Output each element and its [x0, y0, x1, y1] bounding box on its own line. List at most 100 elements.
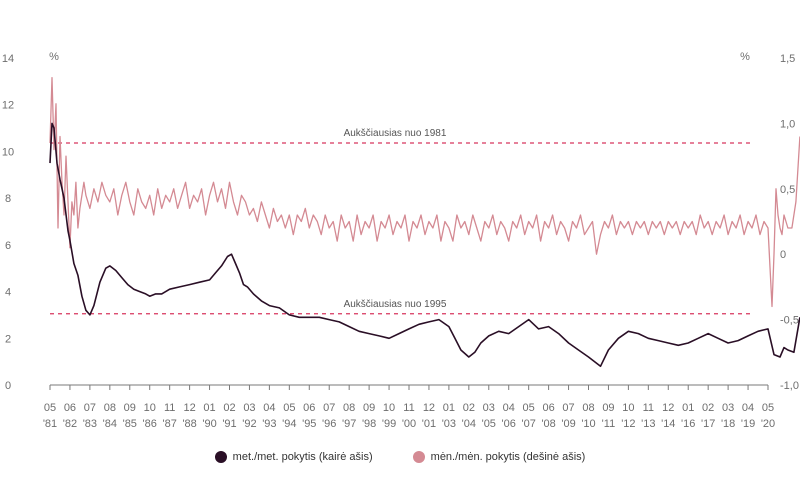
- legend-dot-yoy: [214, 451, 227, 463]
- x-tick-label-bottom: '01: [422, 418, 436, 430]
- series-line-mom: [49, 76, 800, 308]
- legend-label-yoy: met./met. pokytis (kairė ašis): [232, 451, 373, 463]
- x-tick-label-bottom: '11: [602, 418, 616, 430]
- left-tick-label: 4: [5, 287, 11, 299]
- x-tick-label-bottom: '14: [661, 418, 675, 430]
- x-tick-label-top: 06: [542, 402, 554, 414]
- x-tick-label-top: 12: [183, 402, 195, 414]
- right-tick-label: 0: [780, 249, 786, 261]
- x-tick-label-bottom: '88: [182, 418, 196, 430]
- x-tick-label-bottom: '09: [561, 418, 575, 430]
- x-tick-label-top: 10: [144, 402, 156, 414]
- x-tick-label-top: 08: [582, 402, 594, 414]
- left-tick-label: 8: [5, 193, 11, 205]
- x-tick-label-top: 04: [742, 402, 754, 414]
- x-tick-label-bottom: '05: [482, 418, 496, 430]
- left-tick-label: 0: [5, 380, 11, 392]
- x-tick-label-bottom: '98: [362, 418, 376, 430]
- right-tick-label: 1,0: [780, 118, 795, 130]
- series-line-yoy: [49, 122, 800, 368]
- x-tick-label-top: 07: [562, 402, 574, 414]
- x-tick-label-top: 01: [443, 402, 455, 414]
- x-tick-label-top: 05: [44, 402, 56, 414]
- x-tick-label-bottom: '17: [701, 418, 715, 430]
- x-tick-label-top: 06: [303, 402, 315, 414]
- x-tick-label-bottom: '91: [222, 418, 236, 430]
- legend-item-yoy: met./met. pokytis (kairė ašis): [214, 451, 373, 463]
- x-tick-label-top: 11: [643, 402, 654, 414]
- x-tick-label-top: 09: [124, 402, 136, 414]
- x-tick-label-top: 05: [762, 402, 774, 414]
- left-tick-label: 14: [2, 53, 14, 65]
- x-tick-label-bottom: '07: [521, 418, 535, 430]
- x-tick-label-top: 02: [223, 402, 235, 414]
- right-tick-label: 0,5: [780, 184, 795, 196]
- x-tick-label-bottom: '95: [302, 418, 316, 430]
- x-tick-label-top: 03: [722, 402, 734, 414]
- x-tick-label-bottom: '13: [641, 418, 655, 430]
- x-tick-label-top: 01: [682, 402, 694, 414]
- x-tick-label-bottom: '08: [541, 418, 555, 430]
- left-tick-label: 2: [5, 333, 11, 345]
- x-tick-label-bottom: '06: [502, 418, 516, 430]
- x-tick-label-top: 02: [702, 402, 714, 414]
- x-tick-label-top: 11: [403, 402, 414, 414]
- legend-dot-mom: [412, 451, 425, 463]
- x-tick-label-bottom: '04: [462, 418, 476, 430]
- x-tick-label-bottom: '86: [143, 418, 157, 430]
- x-tick-label-bottom: '85: [123, 418, 137, 430]
- x-tick-label-top: 09: [602, 402, 614, 414]
- reference-lines: Aukščiausias nuo 1981 Aukščiausias nuo 19…: [50, 128, 750, 315]
- x-tick-label-bottom: '90: [202, 418, 216, 430]
- x-tick-label-top: 03: [483, 402, 495, 414]
- legend-label-mom: mėn./mėn. pokytis (dešinė ašis): [430, 451, 586, 463]
- x-tick-label-top: 08: [104, 402, 116, 414]
- x-tick-label-bottom: '16: [681, 418, 695, 430]
- right-tick-label: -0,5: [780, 315, 799, 327]
- x-tick-label-top: 04: [263, 402, 275, 414]
- x-tick-label-bottom: '94: [282, 418, 296, 430]
- x-tick-label-top: 01: [203, 402, 215, 414]
- reference-line-label: Aukščiausias nuo 1981: [344, 128, 447, 139]
- left-tick-label: 6: [5, 240, 11, 252]
- x-axis-ticks: 05 '81 06 '82 07 '83 08 '84 09 '85 10 '86 11 '87 12 '88…: [43, 385, 775, 430]
- x-tick-label-bottom: '81: [43, 418, 57, 430]
- series-layer: [49, 76, 800, 368]
- left-axis-ticks: 0 2 4 6 8 10 12 14: [2, 53, 14, 392]
- x-tick-label-bottom: '97: [342, 418, 356, 430]
- right-tick-label: -1,0: [780, 380, 799, 392]
- x-tick-label-top: 06: [64, 402, 76, 414]
- x-tick-label-top: 07: [323, 402, 335, 414]
- legend: met./met. pokytis (kairė ašis) mėn./mėn.…: [0, 446, 800, 468]
- x-tick-label-bottom: '83: [83, 418, 97, 430]
- x-tick-label-bottom: '92: [242, 418, 256, 430]
- x-tick-label-top: 05: [523, 402, 535, 414]
- x-tick-label-top: 09: [363, 402, 375, 414]
- x-tick-label-top: 11: [164, 402, 175, 414]
- x-tick-label-top: 07: [84, 402, 96, 414]
- x-tick-label-bottom: '82: [63, 418, 77, 430]
- x-tick-label-bottom: '93: [262, 418, 276, 430]
- legend-item-mom: mėn./mėn. pokytis (dešinė ašis): [412, 451, 586, 463]
- left-tick-label: 10: [2, 146, 14, 158]
- right-axis-unit: %: [740, 51, 750, 63]
- x-tick-label-top: 10: [383, 402, 395, 414]
- x-tick-label-bottom: '99: [382, 418, 396, 430]
- x-tick-label-top: 12: [423, 402, 435, 414]
- x-tick-label-bottom: '84: [103, 418, 117, 430]
- x-tick-label-top: 05: [283, 402, 295, 414]
- x-tick-label-top: 03: [243, 402, 255, 414]
- x-tick-label-bottom: '10: [581, 418, 595, 430]
- x-tick-label-top: 04: [503, 402, 515, 414]
- x-tick-label-bottom: '12: [621, 418, 635, 430]
- x-tick-label-bottom: '87: [162, 418, 176, 430]
- x-tick-label-bottom: '19: [741, 418, 755, 430]
- left-axis-unit: %: [49, 51, 59, 63]
- x-tick-label-bottom: '00: [402, 418, 416, 430]
- x-tick-label-top: 10: [622, 402, 634, 414]
- left-tick-label: 12: [2, 100, 14, 112]
- right-tick-label: 1,5: [780, 53, 795, 65]
- x-tick-label-bottom: '20: [761, 418, 775, 430]
- x-tick-label-top: 08: [343, 402, 355, 414]
